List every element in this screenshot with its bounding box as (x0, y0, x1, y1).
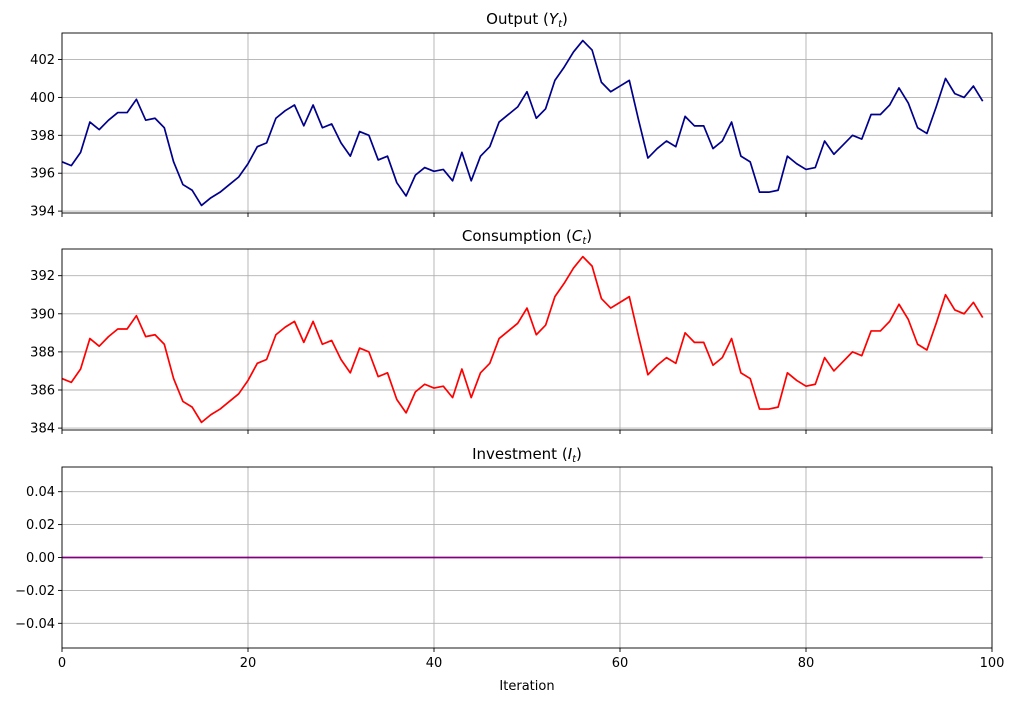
x-tick-label: 60 (612, 656, 629, 671)
output-axes-frame (61, 32, 993, 214)
x-axis-label: Iteration (499, 679, 554, 694)
x-tick-label: 40 (426, 656, 443, 671)
output-series-line (61, 39, 984, 207)
output-panel: Output (Yt) 394 396 398 400 402 (30, 10, 993, 220)
x-tick-label: 80 (798, 656, 815, 671)
investment-y-tick-label: 0.02 (26, 518, 55, 533)
x-tick-label: 0 (58, 656, 66, 671)
output-y-tick-label: 398 (30, 129, 55, 144)
consumption-axes-frame (61, 248, 993, 431)
investment-axes-frame (61, 466, 993, 649)
output-y-tick-label: 402 (30, 53, 55, 68)
output-y-tick-label: 394 (30, 205, 55, 220)
investment-y-tick-label: 0.04 (26, 485, 55, 500)
consumption-panel: Consumption (Ct) 384 386 388 390 392 (30, 227, 993, 437)
output-y-tick-label: 400 (30, 91, 55, 106)
output-ticks: 394 396 398 400 402 (30, 53, 993, 220)
investment-y-tick-label: −0.04 (15, 617, 55, 632)
investment-title: Investment (It) (472, 445, 582, 465)
consumption-y-tick-label: 390 (30, 307, 55, 322)
output-y-tick-label: 396 (30, 167, 55, 182)
consumption-y-tick-label: 384 (30, 422, 55, 437)
consumption-title: Consumption (Ct) (462, 227, 592, 247)
investment-y-tick-label: −0.02 (15, 584, 55, 599)
investment-panel: Investment (It) 0 20 40 60 80 100 −0.04 −0.02 0.… (15, 445, 1004, 694)
consumption-ticks: 384 386 388 390 392 (30, 269, 993, 437)
investment-y-tick-label: 0.00 (26, 551, 55, 566)
consumption-series-line (61, 255, 984, 424)
x-tick-label: 20 (240, 656, 257, 671)
x-tick-label: 100 (980, 656, 1005, 671)
output-grid (61, 33, 993, 213)
output-title: Output (Yt) (486, 10, 568, 30)
consumption-y-tick-label: 392 (30, 269, 55, 284)
investment-ticks: 0 20 40 60 80 100 −0.04 −0.02 0.00 0.02 0.04 (15, 485, 1004, 671)
consumption-y-tick-label: 388 (30, 345, 55, 360)
consumption-y-tick-label: 386 (30, 383, 55, 398)
